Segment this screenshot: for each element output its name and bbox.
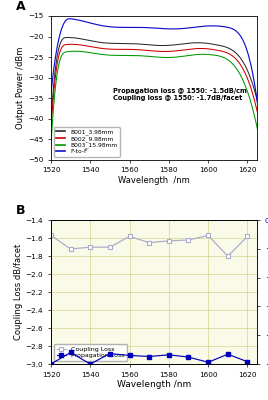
X-axis label: Wavelength  /nm: Wavelength /nm xyxy=(118,176,190,185)
Coupling Loss xyxy=(89,245,92,250)
Propagation Loss xyxy=(148,354,151,359)
Coupling Loss xyxy=(226,254,229,258)
Coupling Loss xyxy=(167,238,170,243)
Coupling Loss xyxy=(49,233,53,238)
Coupling Loss xyxy=(187,238,190,242)
Propagation Loss xyxy=(167,352,170,357)
Propagation Loss xyxy=(49,362,53,366)
X-axis label: Wavelength /nm: Wavelength /nm xyxy=(117,380,191,390)
Propagation Loss xyxy=(207,360,210,365)
Line: Coupling Loss: Coupling Loss xyxy=(49,233,250,258)
Propagation Loss xyxy=(69,350,72,355)
Text: Propagation loss @ 1550: -1.5dB/cm
Coupling loss @ 1550: -1.7dB/facet: Propagation loss @ 1550: -1.5dB/cm Coupl… xyxy=(113,88,247,101)
Coupling Loss xyxy=(246,234,249,239)
Propagation Loss xyxy=(246,359,249,364)
Y-axis label: Coupling Loss dB/facet: Coupling Loss dB/facet xyxy=(14,244,23,340)
Coupling Loss xyxy=(207,233,210,238)
Y-axis label: Output Power /dBm: Output Power /dBm xyxy=(16,47,25,129)
Text: A: A xyxy=(16,0,25,13)
Propagation Loss xyxy=(89,362,92,366)
Coupling Loss xyxy=(69,246,72,251)
Text: B: B xyxy=(16,204,25,217)
Line: Propagation Loss: Propagation Loss xyxy=(49,350,250,366)
Legend: B001_3.98mm, B002_9.98mm, B003_15.98mm, F-to-F: B001_3.98mm, B002_9.98mm, B003_15.98mm, … xyxy=(54,126,120,157)
Coupling Loss xyxy=(108,245,111,250)
Propagation Loss xyxy=(226,352,229,357)
Legend: Coupling Loss, Propagation Loss: Coupling Loss, Propagation Loss xyxy=(54,344,127,361)
Coupling Loss xyxy=(128,234,131,239)
Propagation Loss xyxy=(108,351,111,356)
Propagation Loss xyxy=(128,353,131,358)
Propagation Loss xyxy=(187,355,190,360)
Coupling Loss xyxy=(148,240,151,245)
